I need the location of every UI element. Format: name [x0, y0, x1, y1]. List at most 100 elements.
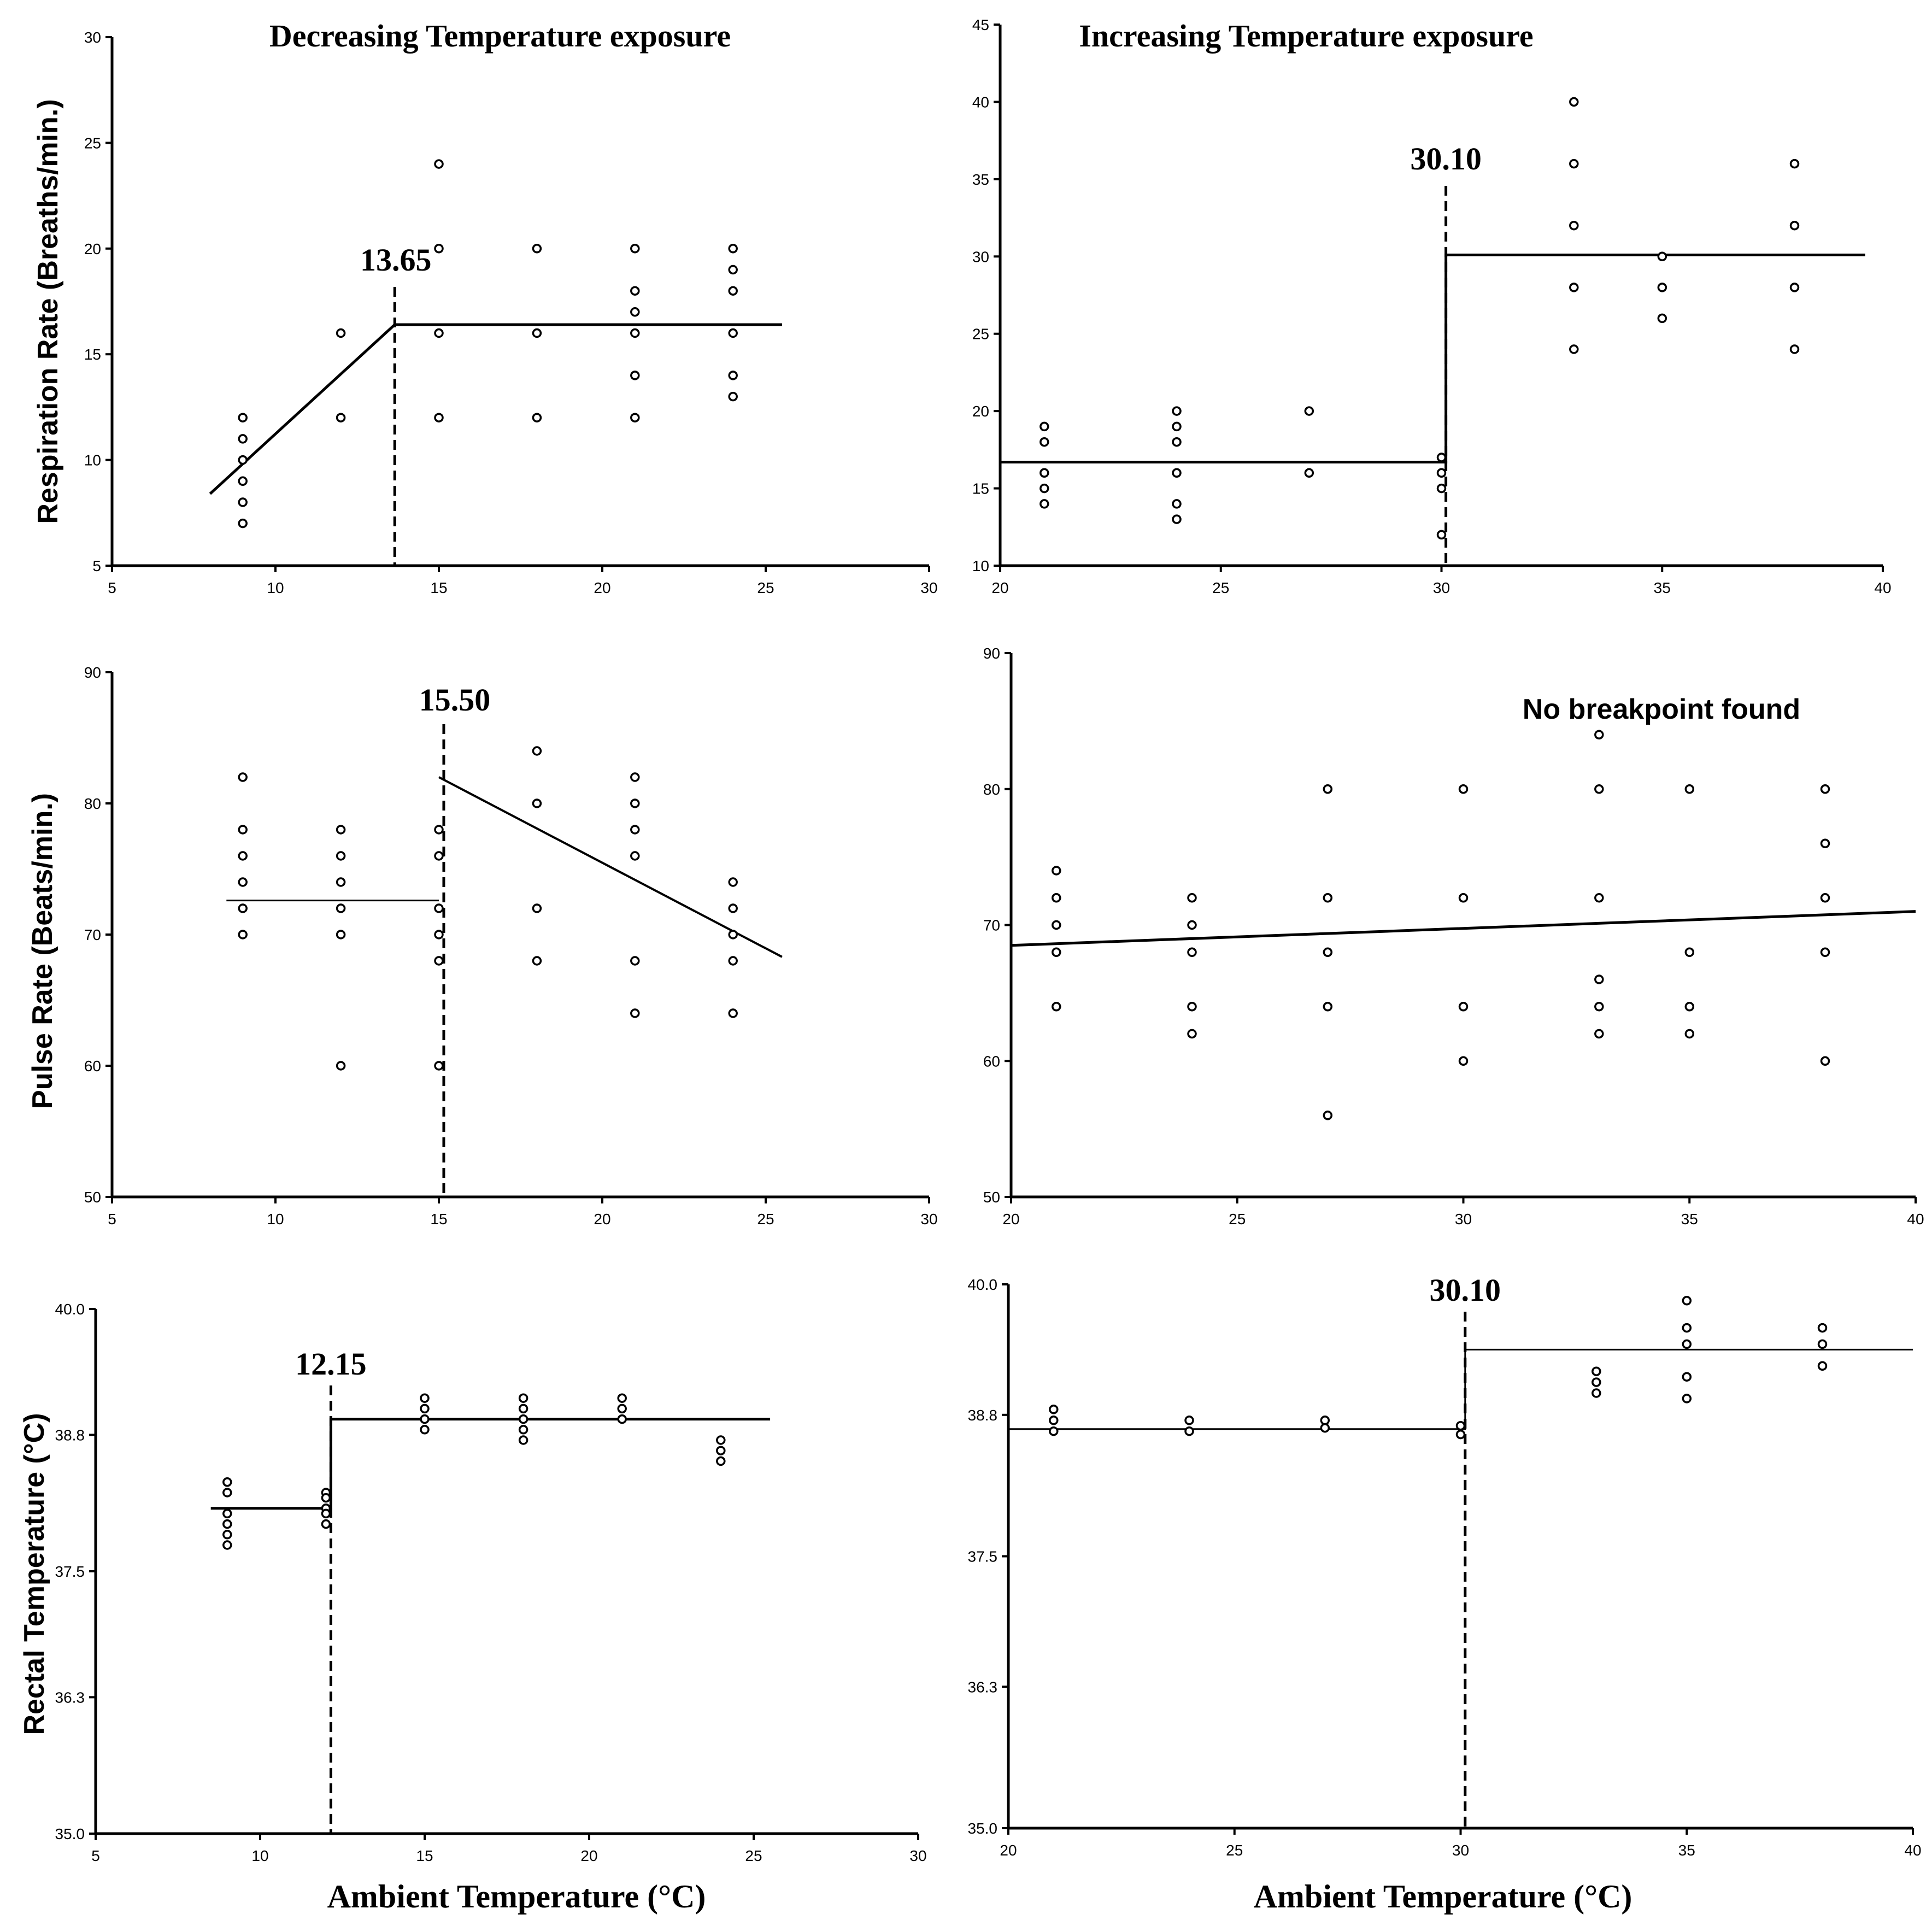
breakpoint-label: 12.15 — [295, 1346, 367, 1382]
data-point — [1594, 1002, 1604, 1012]
y-tick-label: 50 — [84, 1189, 101, 1206]
data-point — [1172, 406, 1182, 416]
data-point — [532, 956, 542, 966]
fit-line — [1000, 254, 1865, 463]
x-tick-label: 25 — [1226, 1842, 1243, 1859]
data-point — [434, 825, 444, 835]
data-point — [420, 1404, 430, 1414]
no-breakpoint-annotation: No breakpoint found — [1523, 694, 1800, 725]
y-axis-label: Pulse Rate (Beats/min.) — [27, 793, 58, 1109]
data-point — [728, 391, 738, 402]
data-point — [617, 1393, 627, 1403]
data-point — [617, 1414, 627, 1424]
data-point — [630, 772, 640, 782]
data-point — [532, 903, 542, 913]
data-point — [1184, 1426, 1194, 1436]
y-tick-label: 37.5 — [55, 1563, 85, 1580]
data-point — [1789, 220, 1800, 231]
data-point — [728, 930, 738, 939]
data-point — [1594, 1029, 1604, 1039]
data-point — [1682, 1394, 1692, 1404]
data-point — [434, 1061, 444, 1071]
fit-line — [1011, 910, 1916, 947]
y-tick-label: 70 — [84, 926, 101, 943]
x-tick-label: 30 — [1452, 1842, 1469, 1859]
data-point — [1682, 1339, 1692, 1349]
data-point — [1684, 1002, 1695, 1012]
data-point — [1455, 1420, 1466, 1431]
data-point — [1820, 893, 1830, 903]
y-tick-label: 36.3 — [968, 1678, 998, 1695]
data-point — [420, 1414, 430, 1424]
data-point — [1049, 1405, 1059, 1414]
data-point — [1569, 97, 1579, 107]
breakpoint-label: 15.50 — [419, 682, 491, 718]
x-tick-label: 15 — [416, 1847, 433, 1864]
plot-area: 20 25 30 35 40 35.0 36.3 37.5 38.8 40.0 30.10 — [968, 1272, 1922, 1859]
data-point — [222, 1540, 232, 1550]
x-tick-label: 25 — [757, 579, 774, 596]
data-point — [336, 877, 346, 887]
y-tick-label: 60 — [84, 1058, 101, 1074]
breakpoint-label: 30.10 — [1410, 141, 1482, 177]
data-point — [630, 307, 640, 317]
x-tick-label: 40 — [1907, 1211, 1924, 1228]
data-point — [1820, 784, 1830, 794]
data-point — [1789, 283, 1800, 292]
data-point — [434, 159, 444, 169]
plot-area: 5 10 15 20 25 30 35.0 36.3 37.5 38.8 40.0 12.15 — [55, 1301, 927, 1864]
data-point — [1682, 1296, 1692, 1306]
data-point — [630, 825, 640, 835]
data-point — [1820, 838, 1830, 849]
data-point — [1817, 1361, 1828, 1371]
data-point — [1323, 893, 1333, 903]
data-point — [238, 497, 248, 507]
chart-title: Decreasing Temperature exposure — [269, 18, 731, 54]
data-point — [716, 1456, 726, 1466]
data-point — [321, 1493, 331, 1503]
y-tick-label: 35.0 — [55, 1825, 85, 1842]
y-tick-label: 35 — [972, 171, 989, 188]
data-point — [630, 1008, 640, 1018]
y-tick-label: 5 — [92, 557, 101, 574]
data-point — [336, 903, 346, 913]
data-point — [434, 413, 444, 422]
x-tick-label: 30 — [920, 579, 937, 596]
fit-line — [438, 776, 783, 958]
x-tick-label: 5 — [108, 1211, 116, 1228]
y-tick-label: 30 — [972, 248, 989, 265]
data-point — [1657, 283, 1667, 292]
data-point — [1052, 947, 1061, 958]
data-point — [518, 1393, 528, 1403]
data-point — [1049, 1426, 1059, 1436]
y-tick-label: 38.8 — [968, 1407, 998, 1424]
data-point — [238, 903, 248, 913]
data-point — [222, 1530, 232, 1540]
data-point — [434, 851, 444, 861]
data-point — [1323, 947, 1333, 958]
data-point — [1320, 1416, 1330, 1425]
data-point — [1458, 784, 1469, 794]
data-point — [238, 413, 248, 422]
x-tick-label: 20 — [1002, 1211, 1019, 1228]
y-tick-label: 60 — [983, 1053, 1000, 1070]
y-tick-label: 25 — [84, 134, 101, 151]
data-point — [1323, 1111, 1333, 1120]
x-tick-label: 20 — [991, 579, 1008, 596]
data-point — [321, 1508, 331, 1519]
data-point — [532, 244, 542, 254]
data-point — [630, 798, 640, 808]
data-point — [238, 518, 248, 528]
x-tick-label: 5 — [108, 579, 116, 596]
data-point — [1040, 499, 1049, 509]
plot-area: 20 25 30 35 40 10 15 20 25 30 35 40 45 30.10 — [972, 16, 1892, 596]
x-tick-label: 20 — [1000, 1842, 1017, 1859]
data-point — [238, 455, 248, 465]
data-point — [1594, 974, 1604, 984]
x-tick-label: 35 — [1681, 1211, 1698, 1228]
data-point — [1458, 893, 1469, 903]
y-tick-label: 40.0 — [968, 1276, 998, 1293]
data-point — [238, 930, 248, 939]
data-point — [518, 1425, 528, 1435]
x-tick-label: 25 — [757, 1211, 774, 1228]
